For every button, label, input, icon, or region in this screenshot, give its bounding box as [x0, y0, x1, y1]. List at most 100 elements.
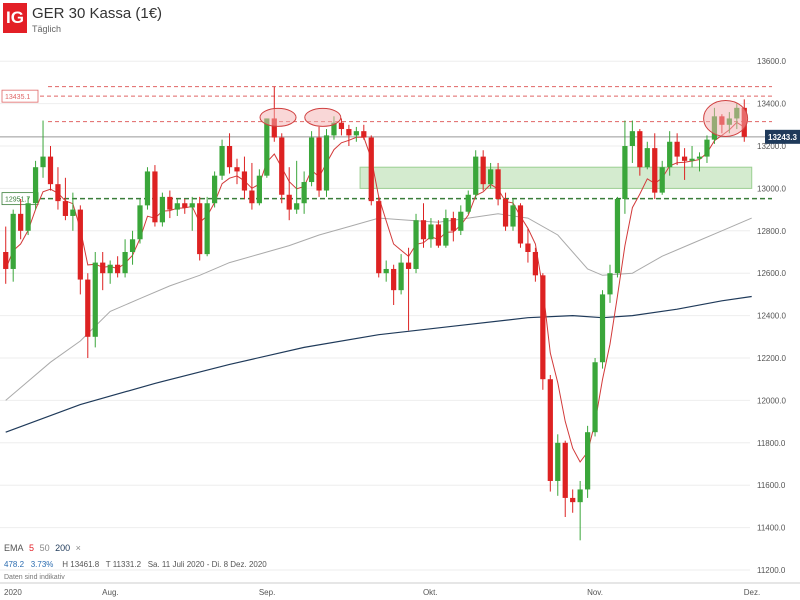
y-tick-label: 12200.0: [757, 354, 786, 363]
candle-body: [189, 203, 195, 208]
ema-legend: EMA 5 50 200 ×: [4, 543, 84, 553]
candle-body: [555, 442, 561, 481]
candle-body: [18, 213, 24, 231]
candle-body: [241, 171, 248, 191]
candle-body: [353, 131, 359, 136]
candle-body: [204, 203, 210, 255]
candle-body: [264, 118, 270, 176]
y-tick-label: 13200.0: [757, 142, 786, 151]
candle-body: [667, 141, 673, 168]
price-stats: 478.2 3.73% H 13461.8 T 11331.2 Sa. 11 J…: [4, 560, 267, 569]
y-tick-label: 13400.0: [757, 100, 786, 109]
candle-body: [570, 497, 576, 503]
candle-body: [25, 203, 31, 231]
candle-body: [323, 135, 330, 191]
candle-body: [443, 218, 449, 246]
y-tick-label: 11200.0: [757, 566, 786, 575]
candle-body: [674, 141, 680, 157]
candle-body: [637, 131, 643, 168]
highlight-circle: [703, 99, 749, 137]
x-tick-label: Okt.: [423, 588, 438, 597]
candle-body: [182, 203, 188, 208]
candle-body: [77, 209, 83, 280]
candle-body: [510, 205, 516, 227]
candle-body: [592, 362, 598, 433]
candle-body: [689, 158, 695, 161]
candle-body: [85, 279, 91, 337]
candle-body: [100, 262, 106, 274]
candle-body: [614, 199, 621, 274]
candle-body: [420, 220, 427, 240]
candle-body: [152, 171, 158, 223]
candle-body: [465, 194, 471, 212]
candle-body: [525, 243, 531, 252]
candle-body: [435, 224, 442, 246]
highlight-circle: [304, 107, 342, 127]
y-tick-label: 13000.0: [757, 184, 786, 193]
y-tick-label: 11800.0: [757, 439, 786, 448]
candle-body: [391, 268, 397, 291]
candle-body: [346, 129, 352, 136]
candle-body: [502, 199, 509, 227]
candle-body: [488, 169, 494, 185]
candle-body: [279, 137, 285, 195]
candle-body: [144, 171, 151, 206]
y-tick-label: 11400.0: [757, 524, 786, 533]
ema-50-line: [5, 213, 752, 401]
candle-body: [47, 156, 54, 185]
candle-body: [271, 118, 277, 138]
candle-body: [450, 218, 456, 231]
level-label: 12951.7: [5, 197, 30, 204]
candle-body: [174, 203, 180, 210]
candle-body: [32, 167, 39, 204]
chart-title: GER 30 Kassa (1€): [32, 5, 163, 22]
ema-200-toggle[interactable]: 200: [55, 543, 71, 553]
candle-body: [398, 262, 404, 291]
support-zone: [359, 166, 753, 189]
candle-body: [70, 209, 76, 216]
candle-body: [473, 156, 479, 195]
candle-body: [495, 169, 501, 199]
candle-body: [219, 146, 225, 176]
candle-body: [137, 205, 143, 240]
candle-body: [413, 220, 419, 269]
candle-body: [234, 167, 240, 172]
candle-body: [338, 122, 345, 130]
candle-body: [696, 156, 703, 159]
candle-body: [652, 148, 658, 193]
candle-body: [107, 264, 113, 274]
x-tick-label: Aug.: [102, 588, 118, 597]
level-label-box: [1, 89, 39, 103]
candle-body: [316, 137, 322, 191]
x-tick-label: Sep.: [259, 588, 275, 597]
indicative-note: Daten sind indikativ: [4, 574, 65, 581]
change-value: 478.2: [4, 560, 25, 569]
candle-body: [40, 156, 46, 168]
ig-logo: IG: [3, 3, 27, 33]
candle-body: [681, 156, 688, 161]
highlight-circle: [259, 107, 297, 127]
date-range: Sa. 11 Juli 2020 - Di. 8 Dez. 2020: [147, 560, 267, 569]
candle-body: [659, 167, 665, 193]
candle-body: [256, 175, 262, 204]
candle-body: [376, 201, 382, 274]
candle-body: [211, 175, 218, 204]
candle-body: [599, 294, 606, 363]
y-tick-label: 12000.0: [757, 396, 786, 405]
candle-body: [368, 137, 374, 202]
candle-body: [92, 262, 98, 337]
candle-body: [301, 182, 307, 204]
ema-5-toggle[interactable]: 5: [29, 543, 35, 553]
candle-body: [629, 131, 635, 146]
x-tick-label: Dez.: [744, 588, 760, 597]
close-icon[interactable]: ×: [75, 543, 81, 553]
low-value: T 11331.2: [105, 560, 142, 569]
y-tick-label: 12800.0: [757, 227, 786, 236]
candle-body: [62, 201, 69, 216]
y-tick-label: 12600.0: [757, 269, 786, 278]
high-value: H 13461.8: [62, 560, 100, 569]
ema-50-toggle[interactable]: 50: [39, 543, 50, 553]
candle-body: [249, 190, 255, 204]
candle-body: [361, 131, 367, 138]
